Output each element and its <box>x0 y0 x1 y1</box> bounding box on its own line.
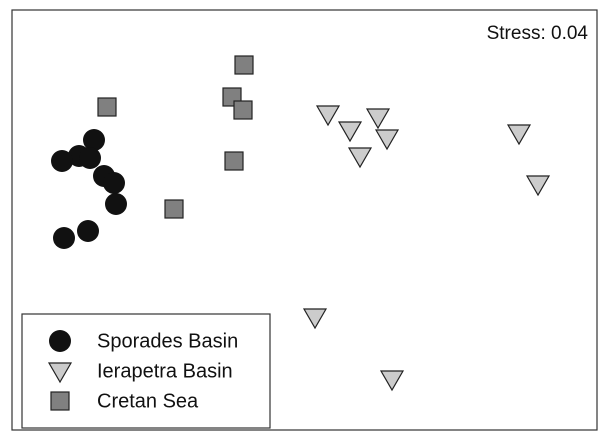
point <box>51 150 73 172</box>
point <box>374 129 400 151</box>
point <box>97 97 117 117</box>
legend-marker <box>47 362 73 384</box>
point <box>315 105 341 127</box>
point <box>347 147 373 169</box>
plot-frame <box>11 9 598 431</box>
legend-marker <box>50 391 70 411</box>
point <box>83 129 105 151</box>
legend-label: Cretan Sea <box>97 390 199 412</box>
point <box>79 147 101 169</box>
point <box>365 108 391 130</box>
point <box>53 227 75 249</box>
point <box>103 172 125 194</box>
point <box>379 370 405 392</box>
point <box>337 121 363 143</box>
legend-label: Sporades Basin <box>97 330 238 352</box>
point <box>224 151 244 171</box>
point <box>105 193 127 215</box>
point <box>234 55 254 75</box>
point <box>164 199 184 219</box>
legend-marker <box>49 330 71 352</box>
point <box>525 175 551 197</box>
point <box>302 308 328 330</box>
legend-label: Ierapetra Basin <box>97 360 233 382</box>
stress-annotation: Stress: 0.04 <box>487 23 589 44</box>
point <box>233 100 253 120</box>
point <box>506 124 532 146</box>
point <box>77 220 99 242</box>
